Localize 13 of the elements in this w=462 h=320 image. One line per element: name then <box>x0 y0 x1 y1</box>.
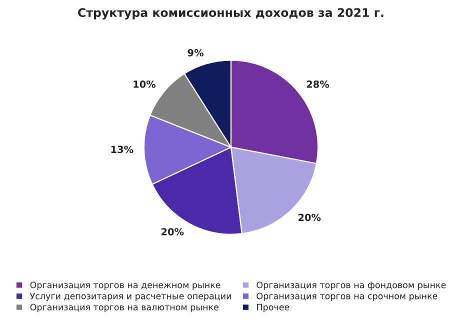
legend-label: Услуги депозитария и расчетные операции <box>30 292 231 302</box>
data-label: 13% <box>111 146 134 154</box>
data-label: 20% <box>298 214 321 222</box>
legend-label: Организация торгов на срочном рынке <box>256 292 438 302</box>
legend-label: Организация торгов на денежном рынке <box>30 282 220 290</box>
legend-label: Организация торгов на фондовом рынке <box>256 282 446 290</box>
data-label: 10% <box>134 80 156 88</box>
data-label: 9% <box>188 49 204 56</box>
legend-label: Прочее <box>257 304 290 312</box>
chart-title: Структура комиссионных доходов за 2021 г. <box>78 8 384 20</box>
data-label: 20% <box>162 228 184 236</box>
data-label: 28% <box>306 80 330 88</box>
legend-label: Организация торгов на валютном рынке <box>30 304 218 312</box>
